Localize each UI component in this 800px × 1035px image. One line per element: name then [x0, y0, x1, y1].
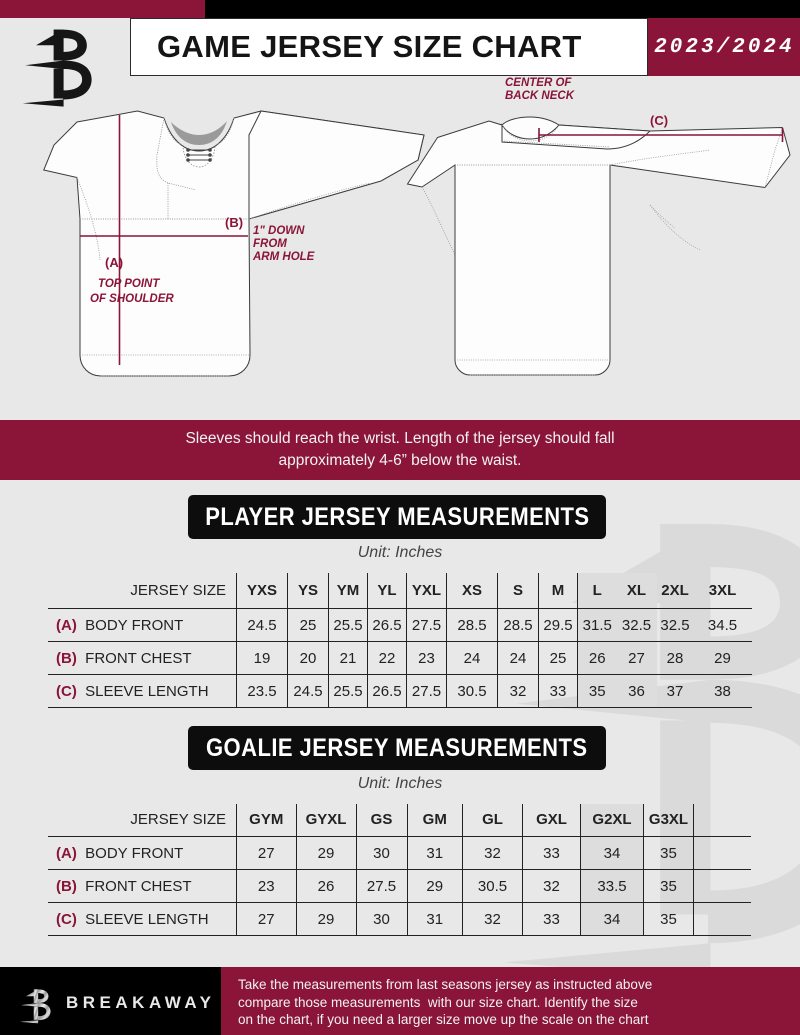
svg-text:(C): (C)	[650, 113, 668, 128]
svg-text:TOP POINT: TOP POINT	[98, 278, 160, 290]
svg-text:OF SHOULDER: OF SHOULDER	[90, 293, 174, 305]
svg-text:(A): (A)	[105, 255, 123, 270]
svg-text:(B): (B)	[225, 215, 243, 230]
